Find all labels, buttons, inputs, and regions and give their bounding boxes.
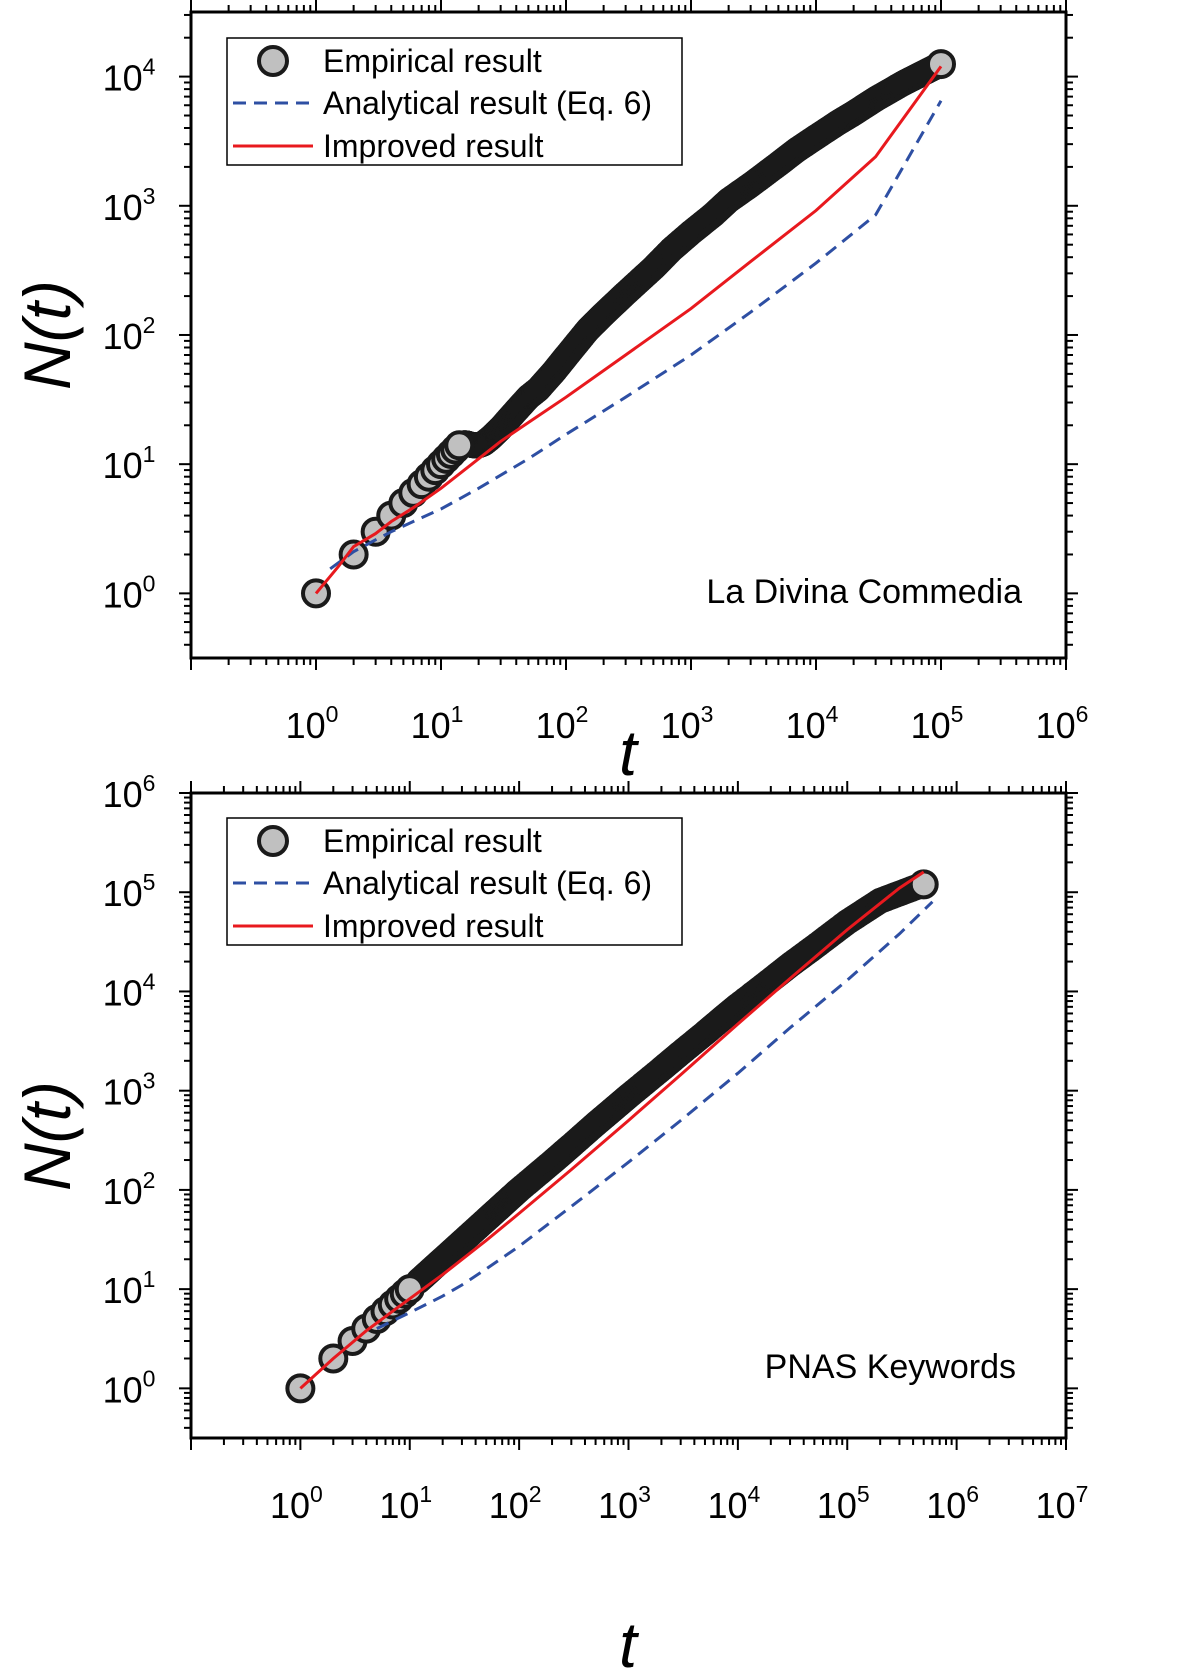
- y-tick-label: 103: [103, 1068, 156, 1113]
- y-tick-label: 103: [103, 183, 156, 228]
- x-tick-label: 101: [411, 701, 464, 746]
- x-tick-label: 103: [661, 701, 714, 746]
- legend-label-empirical: Empirical result: [323, 43, 542, 79]
- y-tick-label: 100: [103, 570, 156, 615]
- x-axis-title: t: [619, 717, 639, 789]
- x-tick-label: 107: [1036, 1481, 1089, 1526]
- legend-label-analytical: Analytical result (Eq. 6): [323, 865, 652, 901]
- x-tick-label: 104: [786, 701, 839, 746]
- legend-marker-empirical: [257, 825, 289, 857]
- empirical-point: [338, 539, 369, 570]
- x-tick-label: 106: [1036, 701, 1089, 746]
- empirical-series: [285, 869, 939, 1404]
- improved-series-line: [299, 870, 925, 1390]
- improved-series-line: [314, 65, 943, 595]
- x-tick-label: 106: [926, 1481, 979, 1526]
- x-axis-title: t: [619, 1609, 639, 1680]
- empirical-point: [444, 430, 475, 461]
- y-axis-title: N(t): [10, 280, 84, 390]
- legend: Empirical result Analytical result (Eq. …: [226, 817, 683, 946]
- y-tick-label: 101: [103, 1266, 156, 1311]
- analytical-series-line: [376, 900, 934, 1330]
- legend-label-analytical: Analytical result (Eq. 6): [323, 85, 652, 121]
- y-tick-label: 104: [103, 54, 156, 99]
- x-tick-label: 100: [270, 1481, 323, 1526]
- chart-pnas-keywords: 100 101 102 103 104 105 106 107 100 101 102 103 104 1…: [10, 770, 1088, 1680]
- x-tick-label: 102: [536, 701, 589, 746]
- x-tick-label: 104: [707, 1481, 760, 1526]
- x-tick-label: 103: [598, 1481, 651, 1526]
- y-tick-label: 100: [103, 1365, 156, 1410]
- y-axis-title: N(t): [10, 1081, 84, 1191]
- chart-annotation: La Divina Commedia: [706, 573, 1022, 611]
- legend-label-improved: Improved result: [323, 128, 544, 164]
- legend-box: [226, 817, 683, 946]
- legend: Empirical result Analytical result (Eq. …: [226, 37, 683, 166]
- y-tick-label: 101: [103, 441, 156, 486]
- chart-annotation: PNAS Keywords: [765, 1348, 1016, 1386]
- legend-marker-empirical: [257, 45, 289, 77]
- x-tick-label: 102: [489, 1481, 542, 1526]
- empirical-point: [926, 49, 956, 80]
- x-tick-label: 100: [286, 701, 339, 746]
- x-tick-label: 105: [911, 701, 964, 746]
- y-tick-label: 102: [103, 1167, 156, 1212]
- y-tick-label: 105: [103, 869, 156, 914]
- chart-la-divina-commedia: 100 101 102 103 104 105 106 100 101 102 103 104 N(t…: [10, 0, 1088, 789]
- legend-label-improved: Improved result: [323, 908, 544, 944]
- y-tick-label: 106: [103, 770, 156, 815]
- x-tick-label: 101: [379, 1481, 432, 1526]
- y-tick-label: 104: [103, 968, 156, 1013]
- legend-label-empirical: Empirical result: [323, 823, 542, 859]
- empirical-point: [908, 869, 939, 900]
- analytical-series-line: [329, 100, 943, 571]
- x-tick-label: 105: [817, 1481, 870, 1526]
- y-tick-label: 102: [103, 312, 156, 357]
